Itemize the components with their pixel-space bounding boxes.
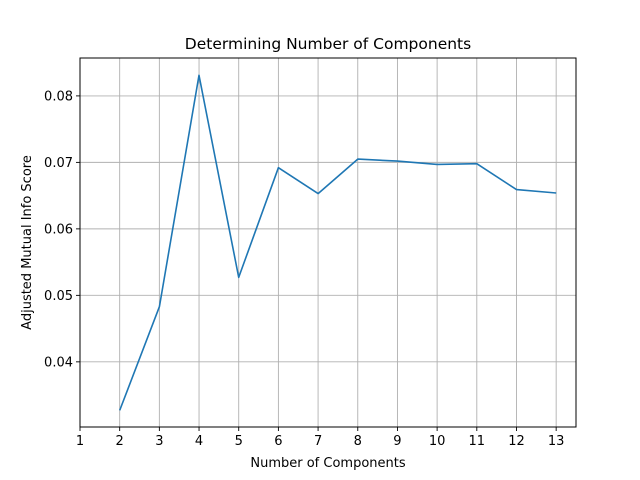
y-tick-label: 0.07 <box>44 156 73 171</box>
plot-frame <box>79 57 577 428</box>
x-tick-label: 5 <box>235 434 243 449</box>
x-tick-label: 13 <box>548 434 565 449</box>
y-tick-label: 0.05 <box>44 289 73 304</box>
x-tick-label: 12 <box>508 434 525 449</box>
x-tick-label: 7 <box>314 434 322 449</box>
series-group <box>118 74 557 411</box>
x-tick-label: 6 <box>274 434 282 449</box>
x-axis: 1 2 3 4 5 6 7 8 9 10 11 12 13 <box>76 427 565 449</box>
x-tick-label: 1 <box>76 434 84 449</box>
x-tick-label: 11 <box>469 434 486 449</box>
y-tick-label: 0.04 <box>44 355 73 370</box>
y-axis: 0.04 0.05 0.06 0.07 0.08 <box>44 89 80 370</box>
x-tick-label: 9 <box>393 434 401 449</box>
x-tick-label: 10 <box>429 434 446 449</box>
x-tick-label: 3 <box>155 434 163 449</box>
x-axis-label: Number of Components <box>250 456 405 471</box>
y-tick-label: 0.06 <box>44 222 73 237</box>
y-tick-label: 0.08 <box>44 89 73 104</box>
x-tick-label: 8 <box>354 434 362 449</box>
x-tick-label: 2 <box>116 434 124 449</box>
x-tick-label: 4 <box>195 434 203 449</box>
grid <box>79 58 576 427</box>
y-axis-label: Adjusted Mutual Info Score <box>20 155 35 330</box>
chart-title: Determining Number of Components <box>185 35 471 53</box>
series-line <box>118 74 557 411</box>
